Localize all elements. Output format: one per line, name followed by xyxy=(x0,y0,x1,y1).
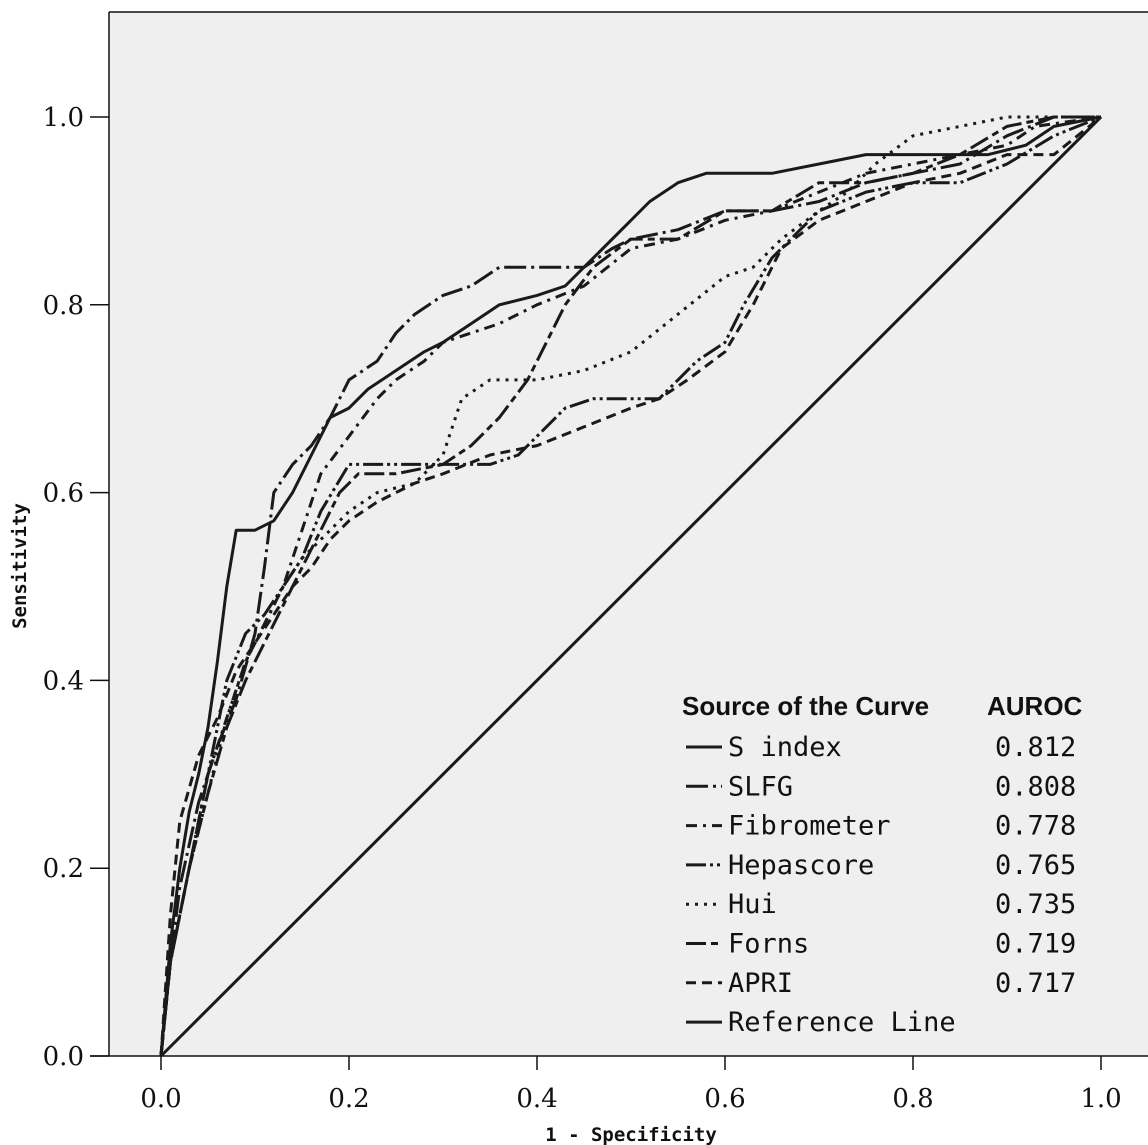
legend-label-hui: Hui xyxy=(728,889,777,920)
x-axis-title: 1 - Specificity xyxy=(545,1124,717,1145)
plot-background xyxy=(109,12,1148,1056)
curve-forns xyxy=(159,115,1101,1057)
legend-label-slfg: SLFG xyxy=(728,771,793,802)
legend-auroc-fibrometer: 0.778 xyxy=(995,811,1076,842)
x-tick-label: 0.6 xyxy=(704,1084,745,1114)
legend: Source of the Curve AUROC S index 0.812 SL… xyxy=(682,691,1083,1038)
legend-header-auroc: AUROC xyxy=(987,691,1083,721)
legend-label-s-index: S index xyxy=(728,732,842,763)
legend-auroc-apri: 0.717 xyxy=(995,968,1076,999)
legend-label-reference-line: Reference Line xyxy=(728,1007,956,1038)
legend-rows: S index 0.812 SLFG 0.808 Fibrometer 0.778 Hepa… xyxy=(686,732,1076,1038)
curve-hepascore xyxy=(159,115,1102,1057)
legend-label-forns: Forns xyxy=(728,929,809,960)
y-tick-label: 0.2 xyxy=(43,854,84,884)
roc-curves xyxy=(159,115,1103,1058)
legend-label-hepascore: Hepascore xyxy=(728,850,874,881)
legend-label-fibrometer: Fibrometer xyxy=(728,811,891,842)
y-tick-label: 0.6 xyxy=(43,479,84,509)
curve-reference-line xyxy=(159,115,1103,1058)
x-tick-label: 1.0 xyxy=(1080,1084,1121,1114)
y-tick-label: 0.0 xyxy=(43,1042,84,1072)
y-axis-title: Sensitivity xyxy=(9,503,31,629)
curve-hui xyxy=(159,115,1101,1057)
x-tick-label: 0.8 xyxy=(892,1084,933,1114)
y-axis-ticks: 0.0 0.2 0.4 0.6 0.8 1.0 xyxy=(43,103,109,1072)
x-axis-ticks: 0.0 0.2 0.4 0.6 0.8 1.0 xyxy=(140,1056,1122,1114)
legend-header-source: Source of the Curve xyxy=(682,691,929,721)
y-tick-label: 0.8 xyxy=(43,291,84,321)
curve-apri xyxy=(159,115,1102,1057)
legend-auroc-forns: 0.719 xyxy=(995,929,1076,960)
x-tick-label: 0.2 xyxy=(328,1084,369,1114)
legend-label-apri: APRI xyxy=(728,968,793,999)
y-tick-label: 0.4 xyxy=(43,666,84,696)
legend-auroc-slfg: 0.808 xyxy=(995,771,1076,802)
legend-auroc-s-index: 0.812 xyxy=(995,732,1076,763)
x-tick-label: 0.0 xyxy=(140,1084,181,1114)
x-tick-label: 0.4 xyxy=(516,1084,557,1114)
y-tick-label: 1.0 xyxy=(43,103,84,133)
curve-fibrometer xyxy=(159,115,1102,1057)
legend-auroc-hui: 0.735 xyxy=(995,889,1076,920)
legend-auroc-hepascore: 0.765 xyxy=(995,850,1076,881)
